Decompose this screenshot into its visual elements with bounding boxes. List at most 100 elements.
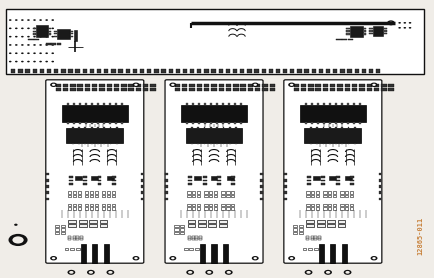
Bar <box>102 207 105 210</box>
Circle shape <box>39 19 42 21</box>
Bar <box>78 127 80 128</box>
Bar <box>187 195 190 197</box>
Bar <box>73 103 74 105</box>
Circle shape <box>15 36 17 38</box>
Bar <box>315 204 318 206</box>
Bar <box>97 69 101 73</box>
Bar <box>226 191 229 193</box>
Bar <box>334 103 336 105</box>
Bar <box>165 173 168 175</box>
Bar <box>77 88 82 91</box>
Bar <box>209 204 212 206</box>
Bar <box>107 204 110 206</box>
Bar <box>92 84 97 87</box>
Bar <box>339 207 343 210</box>
Bar <box>222 143 224 144</box>
Bar <box>197 69 201 73</box>
Bar <box>28 39 33 40</box>
Bar <box>97 176 101 178</box>
Bar <box>327 195 331 197</box>
Bar <box>197 143 199 144</box>
Bar <box>306 204 309 206</box>
Circle shape <box>33 19 36 21</box>
Bar <box>70 36 72 37</box>
Bar <box>128 88 134 91</box>
Bar <box>94 191 98 193</box>
Bar <box>186 122 187 124</box>
Bar <box>322 207 326 210</box>
Bar <box>309 127 311 128</box>
Bar <box>304 103 306 105</box>
Bar <box>85 207 88 210</box>
Bar <box>161 69 165 73</box>
Bar <box>195 239 198 240</box>
Bar <box>366 84 371 87</box>
Bar <box>89 69 94 73</box>
Bar <box>268 69 273 73</box>
Bar <box>382 33 386 34</box>
Bar <box>194 248 198 250</box>
Circle shape <box>89 271 93 274</box>
Bar <box>302 248 306 250</box>
Bar <box>121 122 122 124</box>
Bar <box>94 207 98 210</box>
Bar <box>121 84 126 87</box>
Bar <box>72 127 73 128</box>
Bar <box>69 176 73 178</box>
Bar <box>284 173 286 175</box>
Bar <box>140 69 144 73</box>
Bar <box>240 88 245 91</box>
FancyBboxPatch shape <box>164 80 263 263</box>
Circle shape <box>9 61 12 62</box>
Circle shape <box>171 84 174 86</box>
Circle shape <box>108 271 112 274</box>
Bar <box>114 88 119 91</box>
Bar <box>247 88 253 91</box>
Bar <box>61 228 65 231</box>
Bar <box>307 84 313 87</box>
Bar <box>39 69 44 73</box>
Bar <box>247 84 253 87</box>
Circle shape <box>33 53 36 54</box>
Bar <box>233 103 235 105</box>
Bar <box>329 88 335 91</box>
Bar <box>318 244 323 264</box>
Circle shape <box>403 22 405 24</box>
Circle shape <box>171 257 174 259</box>
Bar <box>269 88 274 91</box>
Bar <box>222 122 224 124</box>
Bar <box>293 84 298 87</box>
Bar <box>99 220 107 223</box>
Bar <box>99 84 105 87</box>
Bar <box>61 225 65 227</box>
Bar <box>218 220 226 223</box>
Bar <box>68 69 72 73</box>
Bar <box>228 122 230 124</box>
Bar <box>328 127 330 128</box>
Bar <box>316 220 324 223</box>
Bar <box>89 191 93 193</box>
Bar <box>62 84 68 87</box>
Bar <box>187 239 190 240</box>
Bar <box>57 29 70 39</box>
Bar <box>141 192 143 194</box>
Bar <box>235 143 237 144</box>
Bar <box>109 127 111 128</box>
Circle shape <box>408 22 411 24</box>
Bar <box>48 28 50 29</box>
Bar <box>306 224 313 227</box>
Bar <box>85 204 88 206</box>
Bar <box>192 103 194 105</box>
Bar <box>182 84 187 87</box>
Bar <box>196 84 202 87</box>
Bar <box>226 176 233 180</box>
Bar <box>141 173 143 175</box>
Bar <box>191 239 194 240</box>
Bar <box>187 236 190 238</box>
Circle shape <box>15 44 17 46</box>
Bar <box>346 103 348 105</box>
Circle shape <box>87 270 95 275</box>
Bar <box>222 103 224 105</box>
Bar <box>188 180 192 181</box>
Bar <box>358 122 360 124</box>
